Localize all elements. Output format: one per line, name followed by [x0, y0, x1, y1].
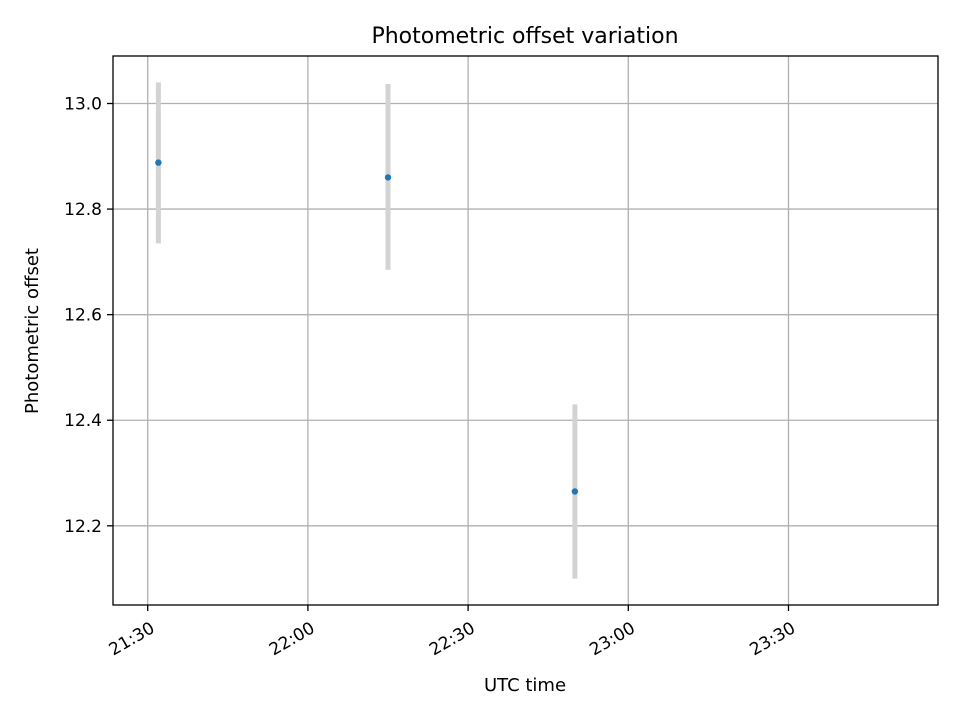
errorbar-layer — [155, 82, 578, 579]
y-tick-label: 12.6 — [64, 306, 102, 326]
plot-frame — [112, 55, 939, 606]
x-axis-label: UTC time — [484, 675, 566, 696]
data-point — [571, 488, 579, 495]
tick-layer: 12.2 12.4 12.6 12.8 13.0 21:30 22:00 22:30 23:00… — [64, 95, 799, 661]
chart-title: Photometric offset variation — [371, 24, 678, 49]
y-tick-label: 13.0 — [64, 95, 102, 115]
x-tick-label: 23:30 — [747, 618, 799, 660]
grid-layer — [113, 56, 938, 605]
y-tick-label: 12.2 — [64, 517, 102, 537]
y-axis-label: Photometric offset — [22, 248, 43, 414]
data-point — [384, 174, 392, 181]
x-tick-label: 22:30 — [426, 618, 478, 660]
y-tick-label: 12.4 — [64, 411, 102, 431]
point-layer — [155, 159, 579, 495]
y-tick-label: 12.8 — [64, 200, 102, 220]
x-tick-label: 21:30 — [106, 618, 158, 660]
x-tick-label: 23:00 — [586, 618, 638, 660]
x-tick-label: 22:00 — [266, 618, 318, 660]
data-point — [155, 159, 162, 166]
